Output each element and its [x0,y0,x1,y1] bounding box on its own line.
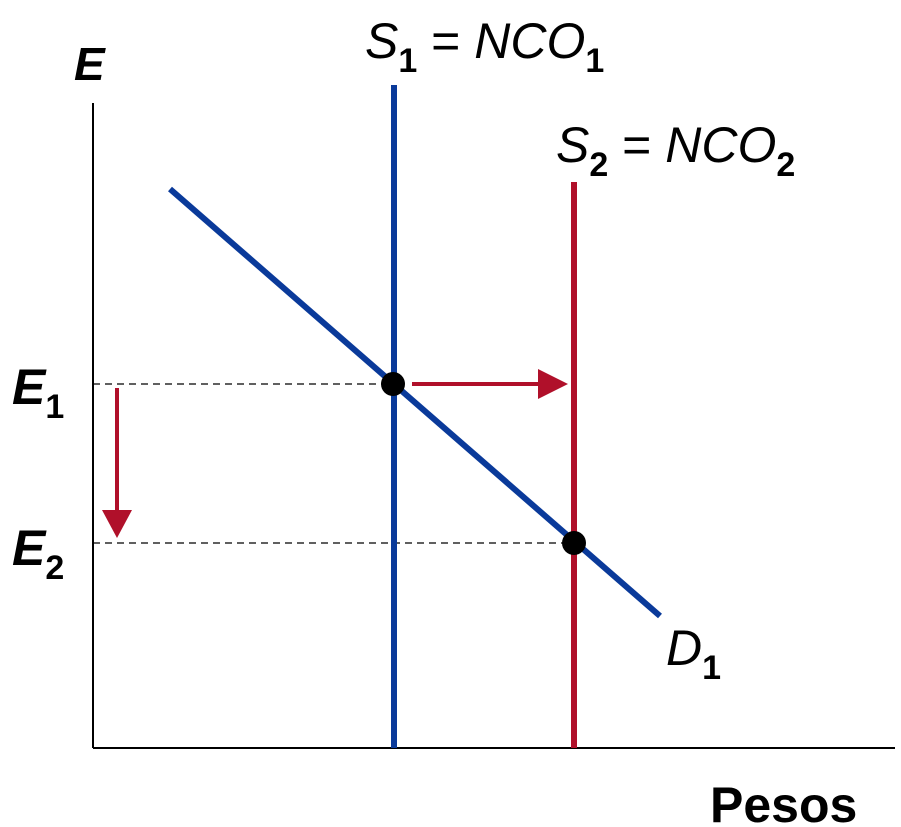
supply-1-sub: 1 [398,42,417,80]
supply-2-rhs: NCO [665,117,776,173]
supply-2-rhs-sub: 2 [776,146,795,184]
demand-sub: 1 [702,649,721,687]
supply-2-label: S2 = NCO2 [556,117,795,184]
e1-main: E [12,359,47,415]
supply-2-eq: = [608,117,665,173]
supply-1-label: S1 = NCO1 [365,13,604,80]
demand-curve [168,186,662,619]
e2-main: E [12,520,47,576]
supply-2-main: S [556,117,589,173]
equilibrium-point-1 [381,372,405,396]
e1-label: E1 [12,359,64,426]
exchange-rate-drop-arrow-head [102,510,132,538]
supply-shift-arrow-head [538,369,568,399]
supply-1-eq: = [417,13,474,69]
e2-sub: 2 [45,549,64,587]
supply-2-sub: 2 [589,146,608,184]
e1-sub: 1 [45,388,64,426]
supply-1-rhs: NCO [474,13,585,69]
demand-main: D [666,620,702,676]
x-axis-label: Pesos [710,777,857,827]
supply-1-rhs-sub: 1 [585,42,604,80]
equilibrium-point-2 [562,531,586,555]
supply-1-main: S [365,13,398,69]
e2-label: E2 [12,520,64,587]
y-axis-label: E [74,38,106,90]
demand-label: D1 [666,620,721,687]
